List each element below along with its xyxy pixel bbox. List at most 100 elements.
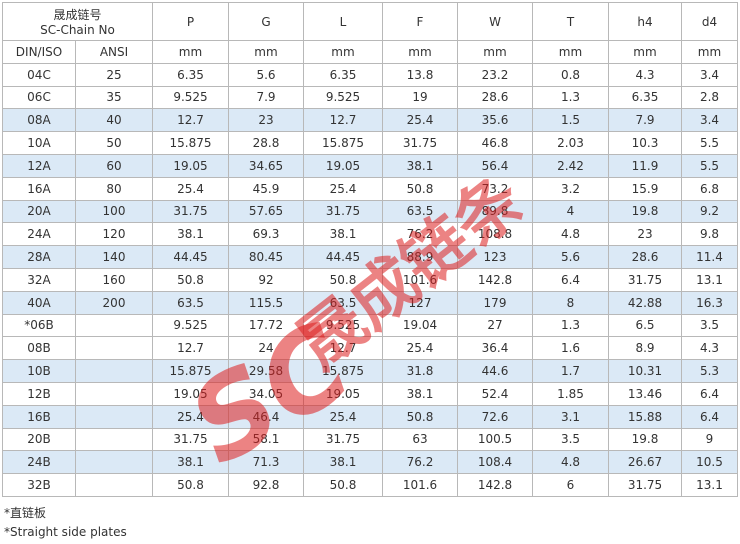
cell: 17.72 — [228, 313, 304, 338]
cell: 7.9 — [608, 108, 682, 133]
cell: 80 — [75, 176, 153, 201]
cell: 31.75 — [152, 199, 229, 224]
chain-no-en: SC-Chain No — [40, 23, 115, 37]
cell: 10.5 — [681, 450, 738, 475]
cell: 13.1 — [681, 267, 738, 292]
cell: 20B — [2, 427, 76, 452]
cell: 3.2 — [532, 176, 609, 201]
cell — [75, 473, 153, 497]
data-row: 24B 38.1 71.3 38.1 76.2 108.4 4.8 26.67 10.5 — [2, 450, 738, 475]
cell: 160 — [75, 267, 153, 292]
cell: 25.4 — [303, 176, 383, 201]
cell: 10B — [2, 359, 76, 383]
column-header: P — [152, 2, 229, 41]
cell: 100 — [75, 199, 153, 224]
cell: 6.8 — [681, 176, 738, 201]
cell: 19 — [382, 85, 458, 110]
cell: 15.875 — [303, 359, 383, 383]
cell: 5.6 — [532, 245, 609, 269]
column-header: T — [532, 2, 609, 41]
cell: 08A — [2, 108, 76, 133]
data-row: 16A 80 25.4 45.9 25.4 50.8 73.2 3.2 15.9 6.8 — [2, 176, 738, 201]
cell: 26.67 — [608, 450, 682, 475]
cell: 34.65 — [228, 153, 304, 178]
cell: 9.525 — [152, 313, 229, 338]
cell: 60 — [75, 153, 153, 178]
cell: 13.1 — [681, 473, 738, 497]
data-row: 06C 35 9.525 7.9 9.525 19 28.6 1.3 6.35 2.8 — [2, 85, 738, 110]
cell: 63.5 — [382, 199, 458, 224]
cell: 89.8 — [457, 199, 533, 224]
cell: 8 — [532, 290, 609, 315]
cell: 31.75 — [608, 473, 682, 497]
cell: 31.75 — [152, 427, 229, 452]
cell: 25.4 — [303, 404, 383, 429]
cell: 31.75 — [303, 427, 383, 452]
cell: 3.5 — [532, 427, 609, 452]
cell: 27 — [457, 313, 533, 338]
notes: *直链板 *Straight side plates — [4, 504, 127, 542]
cell: 44.6 — [457, 359, 533, 383]
cell: 12.7 — [303, 108, 383, 133]
cell: 31.8 — [382, 359, 458, 383]
cell: 142.8 — [457, 267, 533, 292]
cell: 76.2 — [382, 450, 458, 475]
cell: 6.35 — [152, 62, 229, 87]
cell: 9 — [681, 427, 738, 452]
cell: 11.4 — [681, 245, 738, 269]
data-row: 12B 19.05 34.05 19.05 38.1 52.4 1.85 13.46 6.4 — [2, 381, 738, 406]
cell: 6.35 — [303, 62, 383, 87]
data-row: 32B 50.8 92.8 50.8 101.6 142.8 6 31.75 13.1 — [2, 473, 738, 497]
cell: 6.4 — [681, 381, 738, 406]
cell: 3.1 — [532, 404, 609, 429]
cell: 35 — [75, 85, 153, 110]
unit: mm — [303, 40, 383, 64]
cell: 16A — [2, 176, 76, 201]
cell: 6.5 — [608, 313, 682, 338]
cell: 2.42 — [532, 153, 609, 178]
cell: 115.5 — [228, 290, 304, 315]
cell: 88.9 — [382, 245, 458, 269]
cell: 50 — [75, 131, 153, 155]
data-row: 20A 100 31.75 57.65 31.75 63.5 89.8 4 19.8 9.2 — [2, 199, 738, 224]
cell — [75, 381, 153, 406]
chain-no-header: 晟成链号 SC-Chain No — [2, 2, 153, 41]
cell: 71.3 — [228, 450, 304, 475]
cell: 19.05 — [303, 153, 383, 178]
cell: 11.9 — [608, 153, 682, 178]
data-row: 12A 60 19.05 34.65 19.05 38.1 56.4 2.42 11.9 5.5 — [2, 153, 738, 178]
data-row: 04C 25 6.35 5.6 6.35 13.8 23.2 0.8 4.3 3.4 — [2, 62, 738, 87]
cell: 15.9 — [608, 176, 682, 201]
cell — [75, 404, 153, 429]
unit: mm — [382, 40, 458, 64]
cell — [75, 427, 153, 452]
cell: 40 — [75, 108, 153, 133]
cell: 28.6 — [608, 245, 682, 269]
cell: 63.5 — [152, 290, 229, 315]
cell: 38.1 — [152, 450, 229, 475]
cell: 31.75 — [382, 131, 458, 155]
cell: 1.6 — [532, 336, 609, 361]
cell: 9.525 — [303, 313, 383, 338]
cell: 50.8 — [303, 267, 383, 292]
cell: 12B — [2, 381, 76, 406]
unit: mm — [681, 40, 738, 64]
cell: 06C — [2, 85, 76, 110]
cell: 19.05 — [152, 381, 229, 406]
unit: mm — [228, 40, 304, 64]
cell: 9.2 — [681, 199, 738, 224]
cell: 08B — [2, 336, 76, 361]
cell: 29.58 — [228, 359, 304, 383]
cell: 1.85 — [532, 381, 609, 406]
cell: 23.2 — [457, 62, 533, 87]
cell: 56.4 — [457, 153, 533, 178]
cell: 80.45 — [228, 245, 304, 269]
data-row: *06B 9.525 17.72 9.525 19.04 27 1.3 6.5 3.5 — [2, 313, 738, 338]
cell: 19.04 — [382, 313, 458, 338]
cell: 23 — [228, 108, 304, 133]
cell: 0.8 — [532, 62, 609, 87]
cell: 50.8 — [152, 267, 229, 292]
cell: 4.3 — [608, 62, 682, 87]
unit: mm — [457, 40, 533, 64]
data-row: 08A 40 12.7 23 12.7 25.4 35.6 1.5 7.9 3.4 — [2, 108, 738, 133]
